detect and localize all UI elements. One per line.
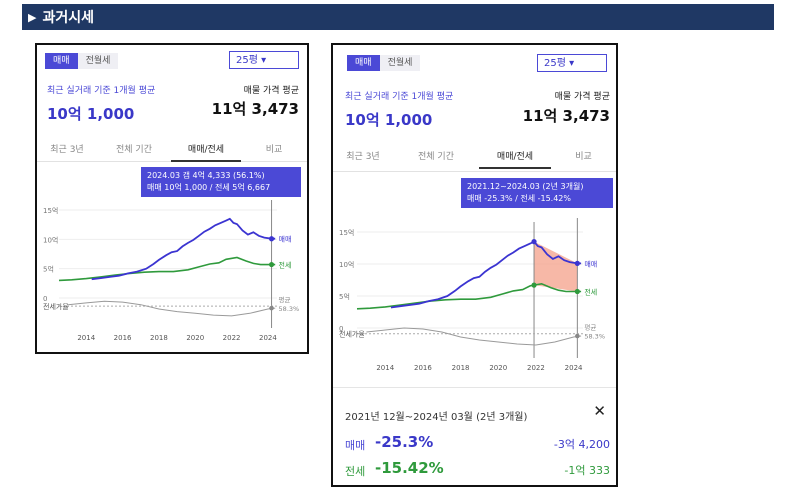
area-select[interactable]: 25평 ▾ <box>229 51 299 69</box>
listing-price-value: 11억 3,473 <box>522 107 610 125</box>
y-tick-label: 5억 <box>43 266 54 274</box>
tooltip-line1: 2021.12~2024.03 (2년 3개월) <box>467 182 584 191</box>
price-panel-left: 매매 전월세 25평 ▾ 최근 실거래 기준 1개월 평균 매물 가격 평균 1… <box>35 43 309 354</box>
x-tick-label: 2020 <box>489 364 507 372</box>
recent-price-value: 10억 1,000 <box>345 111 433 129</box>
trade-type-toggle: 매매 전월세 <box>45 53 119 69</box>
tab-trade-rent[interactable]: 매매/전세 <box>171 142 241 162</box>
ratio-current-point <box>575 333 580 339</box>
x-tick-label: 2022 <box>527 364 545 372</box>
ratio-label: 전세가율 <box>43 302 69 311</box>
rent-range-start-point <box>531 282 537 288</box>
period-tabs: 최근 3년 전체 기간 매매/전세 비교 <box>333 149 616 169</box>
chart-tooltip: 2024.03 갭 4억 4,333 (56.1%) 매매 10억 1,000 … <box>141 167 301 197</box>
x-tick-label: 2018 <box>150 334 168 342</box>
divider <box>333 387 616 388</box>
tooltip-line1: 2024.03 갭 4억 4,333 (56.1%) <box>147 171 265 180</box>
listing-price-label: 매물 가격 평균 <box>243 86 299 96</box>
trade-change-amount: -3억 4,200 <box>553 438 610 451</box>
x-tick-label: 2024 <box>259 334 277 342</box>
trade-type-toggle: 매매 전월세 <box>347 55 421 71</box>
tab-all-period[interactable]: 전체 기간 <box>418 152 454 162</box>
listing-price-value: 11억 3,473 <box>211 100 299 118</box>
y-tick-label: 0 <box>43 295 47 303</box>
ratio-average-label: 평균 <box>279 295 291 304</box>
trade-current-point <box>574 260 580 266</box>
divider <box>333 171 616 172</box>
y-tick-label: 10억 <box>339 261 354 269</box>
trade-line <box>390 240 582 309</box>
ratio-current-point <box>269 305 274 311</box>
tab-rent[interactable]: 전월세 <box>77 53 119 69</box>
rent-series-label: 전세 <box>584 288 597 297</box>
rent-line <box>356 282 582 310</box>
section-title: 과거시세 <box>42 10 94 26</box>
listing-price-label: 매물 가격 평균 <box>554 92 610 102</box>
ratio-average-label: 평균 <box>584 323 596 332</box>
range-highlight <box>534 241 578 292</box>
rent-series-label: 전세 <box>279 261 292 270</box>
recent-price-value: 10억 1,000 <box>47 105 135 123</box>
x-tick-label: 2014 <box>376 364 394 372</box>
y-tick-label: 15억 <box>339 229 354 237</box>
trade-line <box>91 217 276 281</box>
recent-price-label: 최근 실거래 기준 1개월 평균 <box>47 86 156 96</box>
ratio-average-value: 58.3% <box>279 305 300 313</box>
ratio-line <box>68 300 276 317</box>
area-select[interactable]: 25평 ▾ <box>537 54 607 72</box>
tab-recent-3y[interactable]: 최근 3년 <box>50 145 84 155</box>
section-header: ▶ 과거시세 <box>22 4 774 30</box>
x-tick-label: 2016 <box>114 334 132 342</box>
x-tick-label: 2024 <box>565 364 583 372</box>
rent-current-point <box>268 261 275 268</box>
rent-line <box>58 256 276 282</box>
x-tick-label: 2020 <box>186 334 204 342</box>
rent-change-amount: -1억 333 <box>564 464 610 477</box>
y-tick-label: 0 <box>339 325 343 333</box>
ratio-line <box>366 327 582 346</box>
rent-change-pct: -15.42% <box>375 459 444 477</box>
tab-rent[interactable]: 전월세 <box>379 55 421 71</box>
x-tick-label: 2014 <box>77 334 95 342</box>
trade-current-point <box>268 236 275 242</box>
period-tabs: 최근 3년 전체 기간 매매/전세 비교 <box>37 142 307 162</box>
trade-series-label: 매매 <box>584 260 597 268</box>
rent-current-point <box>574 288 580 295</box>
ratio-average-value: 58.3% <box>584 333 605 341</box>
y-tick-label: 15억 <box>43 207 58 215</box>
y-tick-label: 5억 <box>339 293 350 301</box>
tab-trade-rent[interactable]: 매매/전세 <box>479 149 551 169</box>
tab-compare[interactable]: 비교 <box>575 152 592 162</box>
trade-change-pct: -25.3% <box>375 433 434 451</box>
trade-series-label: 매매 <box>279 236 292 244</box>
y-tick-label: 10억 <box>43 236 58 244</box>
trade-range-start-point <box>531 239 537 245</box>
range-title: 2021년 12월~2024년 03월 (2년 3개월) <box>345 412 528 423</box>
x-tick-label: 2018 <box>452 364 470 372</box>
tab-recent-3y[interactable]: 최근 3년 <box>346 152 380 162</box>
ratio-label: 전세가율 <box>339 330 365 339</box>
x-tick-label: 2016 <box>414 364 432 372</box>
tab-compare[interactable]: 비교 <box>265 145 283 155</box>
tooltip-line2: 매매 -25.3% / 전세 -15.42% <box>467 194 571 203</box>
tab-trade[interactable]: 매매 <box>347 55 380 71</box>
rent-change-label: 전세 <box>345 465 366 478</box>
x-tick-label: 2022 <box>223 334 241 342</box>
tab-trade[interactable]: 매매 <box>45 53 78 69</box>
close-icon[interactable]: ✕ <box>593 402 606 420</box>
chart-tooltip: 2021.12~2024.03 (2년 3개월) 매매 -25.3% / 전세 … <box>461 178 613 208</box>
tab-all-period[interactable]: 전체 기간 <box>116 145 152 155</box>
price-panel-right: 매매 전월세 25평 ▾ 최근 실거래 기준 1개월 평균 매물 가격 평균 1… <box>331 43 618 487</box>
recent-price-label: 최근 실거래 기준 1개월 평균 <box>345 92 454 102</box>
tooltip-line2: 매매 10억 1,000 / 전세 5억 6,667 <box>147 183 271 192</box>
triangle-right-icon: ▶ <box>28 10 37 24</box>
trade-change-label: 매매 <box>345 439 366 452</box>
